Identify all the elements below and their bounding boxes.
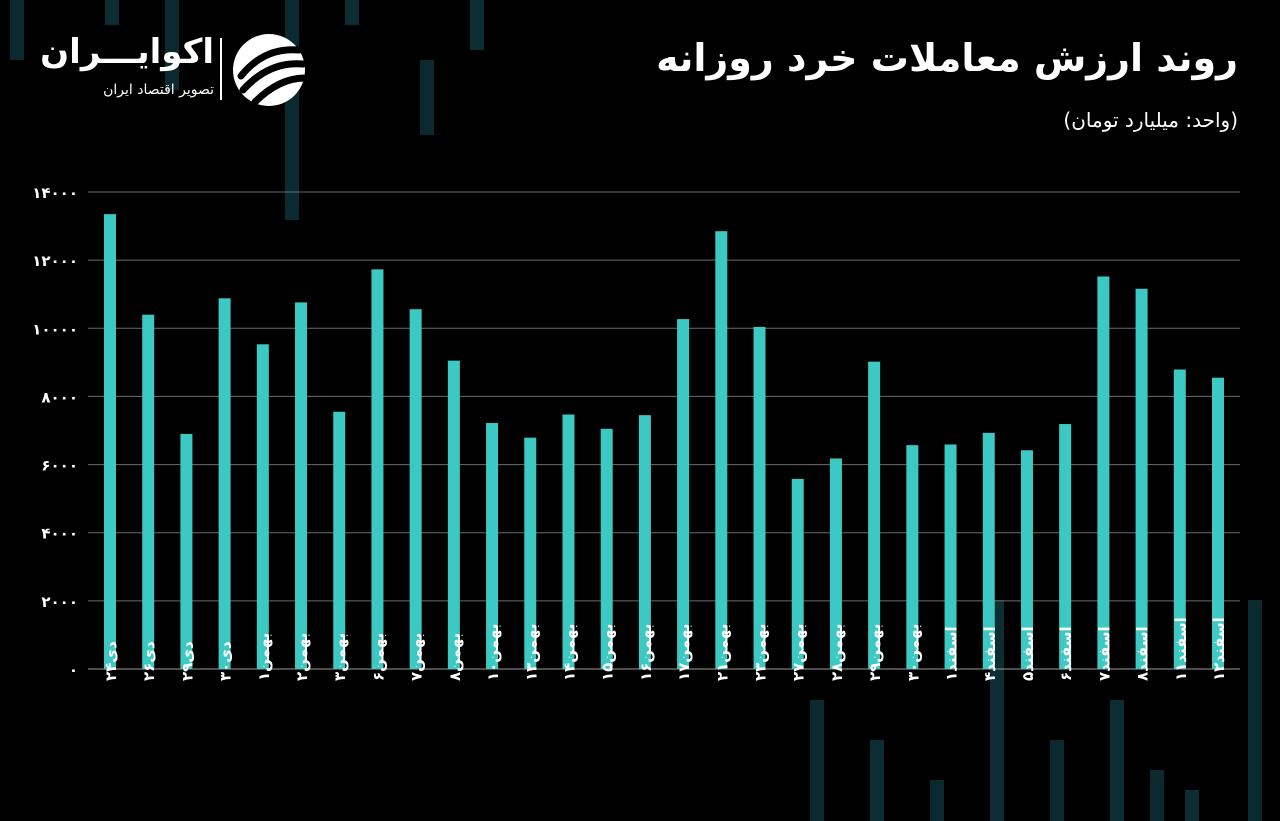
x-tick-label: اسفند۴ bbox=[981, 626, 999, 681]
bar bbox=[1135, 288, 1148, 669]
x-tick-label: اسفند۱ bbox=[943, 626, 961, 681]
background-candle bbox=[345, 0, 359, 25]
x-tick-label: بهمن۱۳ bbox=[522, 624, 540, 681]
background-candle bbox=[1248, 600, 1262, 821]
x-tick-label: بهمن۱ bbox=[255, 633, 273, 681]
x-tick-label: اسفند۵ bbox=[1019, 626, 1037, 681]
bar bbox=[791, 478, 804, 669]
bar bbox=[1173, 369, 1186, 669]
x-tick-label: بهمن۲۸ bbox=[828, 624, 846, 681]
background-candle bbox=[810, 700, 824, 821]
bar bbox=[944, 444, 957, 669]
x-tick-label: بهمن۱۷ bbox=[675, 624, 693, 681]
x-tick-label: دی۲۶ bbox=[140, 641, 158, 681]
bar bbox=[1212, 377, 1224, 669]
bar bbox=[256, 344, 269, 669]
background-candle bbox=[10, 0, 24, 60]
background-candle bbox=[1185, 790, 1199, 821]
logo-name: اکوایـــران bbox=[40, 32, 214, 72]
x-tick-label: اسفند۷ bbox=[1095, 626, 1113, 681]
bar bbox=[524, 437, 537, 669]
x-tick-label: اسفند۶ bbox=[1057, 626, 1075, 681]
bar bbox=[906, 445, 919, 669]
bar bbox=[218, 298, 231, 669]
ecoiran-logo: اکوایـــران تصویر اقتصاد ایران bbox=[40, 30, 318, 110]
bar bbox=[371, 269, 384, 669]
bar bbox=[295, 302, 308, 669]
bar bbox=[486, 423, 499, 669]
bar bbox=[638, 415, 651, 669]
x-tick-label: بهمن۱۵ bbox=[599, 624, 617, 681]
bar bbox=[753, 326, 766, 669]
x-tick-label: بهمن۱۴ bbox=[560, 624, 578, 681]
x-tick-label: بهمن۳۰ bbox=[904, 624, 922, 681]
x-tick-label: بهمن۶ bbox=[369, 633, 387, 681]
bar bbox=[829, 458, 842, 669]
x-tick-label: بهمن۲۱ bbox=[713, 624, 731, 681]
y-tick-label: ۸۰۰۰ bbox=[41, 388, 78, 406]
x-tick-label: بهمن۳ bbox=[331, 633, 349, 681]
bar bbox=[180, 433, 193, 669]
bar bbox=[1097, 276, 1110, 669]
bar bbox=[1020, 450, 1033, 669]
background-candle bbox=[1150, 770, 1164, 821]
x-tick-label: اسفند۸ bbox=[1134, 626, 1152, 681]
bar bbox=[600, 428, 613, 669]
x-tick-label: بهمن۱۰ bbox=[484, 624, 502, 681]
bar bbox=[142, 314, 155, 669]
x-tick-label: دی۲۹ bbox=[178, 641, 196, 681]
background-candle bbox=[470, 0, 484, 50]
logo-divider bbox=[220, 38, 222, 100]
bar bbox=[1059, 424, 1072, 669]
x-tick-label: دی۲۴ bbox=[102, 641, 120, 681]
y-tick-label: ۱۲۰۰۰ bbox=[32, 252, 78, 270]
chart-unit-subtitle: (واحد: میلیارد تومان) bbox=[1063, 108, 1238, 132]
y-tick-label: ۲۰۰۰ bbox=[41, 593, 78, 611]
background-candle bbox=[1110, 700, 1124, 821]
x-tick-label: بهمن۲۹ bbox=[866, 624, 884, 681]
x-tick-label: اسفند۱۲ bbox=[1210, 617, 1228, 681]
background-candle bbox=[870, 740, 884, 821]
y-tick-label: ۱۴۰۰۰ bbox=[32, 184, 78, 202]
x-tick-label: دی۳۰ bbox=[217, 641, 235, 681]
background-candle bbox=[165, 0, 179, 90]
ecoiran-logo-icon bbox=[233, 34, 307, 106]
x-tick-label: بهمن۱۶ bbox=[637, 624, 655, 681]
bar bbox=[677, 319, 690, 669]
x-tick-label: اسفند۱۱ bbox=[1172, 617, 1190, 681]
bar bbox=[868, 361, 881, 669]
bar bbox=[715, 231, 728, 670]
y-tick-label: ۰ bbox=[69, 661, 78, 679]
background-candle bbox=[105, 0, 119, 25]
x-tick-label: بهمن۲۷ bbox=[790, 624, 808, 681]
background-candle bbox=[930, 780, 944, 821]
y-tick-label: ۶۰۰۰ bbox=[41, 457, 78, 475]
chart-title: روند ارزش معاملات خرد روزانه bbox=[656, 36, 1238, 80]
bar bbox=[447, 360, 460, 669]
x-tick-label: بهمن۲۳ bbox=[752, 624, 770, 681]
background-candle bbox=[1050, 740, 1064, 821]
logo-tagline: تصویر اقتصاد ایران bbox=[103, 82, 214, 98]
y-tick-label: ۴۰۰۰ bbox=[41, 525, 78, 543]
bar bbox=[104, 214, 116, 669]
background-candle bbox=[420, 60, 434, 135]
x-tick-label: بهمن۷ bbox=[408, 633, 426, 681]
bar bbox=[333, 411, 346, 669]
x-tick-label: بهمن۸ bbox=[446, 633, 464, 681]
x-tick-label: بهمن۲ bbox=[293, 633, 311, 681]
bar bbox=[409, 309, 422, 669]
y-tick-label: ۱۰۰۰۰ bbox=[32, 320, 78, 338]
bar bbox=[562, 414, 575, 669]
bar bbox=[982, 432, 995, 669]
